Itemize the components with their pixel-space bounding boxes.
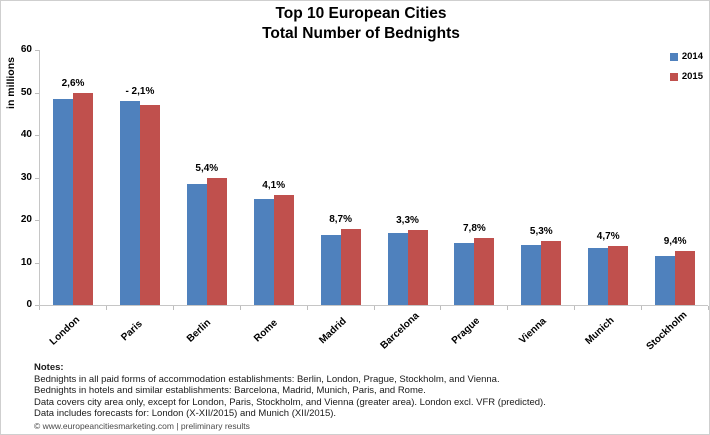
notes-line-3: Data covers city area only, except for L…	[34, 396, 546, 408]
y-axis-tick-label: 60	[20, 44, 32, 55]
x-axis-label-barcelona: Barcelona	[378, 310, 421, 352]
x-axis-label-madrid: Madrid	[316, 315, 349, 347]
chart-title-line1: Top 10 European Cities	[275, 5, 447, 22]
bar-2014-berlin	[186, 183, 207, 305]
x-axis-label-berlin: Berlin	[184, 317, 213, 345]
notes-heading: Notes:	[34, 362, 64, 373]
x-axis-tick	[373, 306, 375, 310]
x-axis-label-munich: Munich	[583, 315, 617, 347]
legend-item-2014: 2014	[669, 51, 703, 62]
x-axis-tick	[39, 306, 40, 310]
notes-line-4: Data includes forecasts for: London (X-X…	[34, 408, 337, 420]
chart-title: Top 10 European Cities Total Number of B…	[13, 4, 709, 43]
y-axis-tick-label: 0	[26, 299, 32, 310]
change-label-stockholm: 9,4%	[663, 236, 687, 248]
bar-2014-munich	[588, 248, 609, 305]
y-axis-tick-label: 20	[20, 214, 32, 225]
bar-2014-madrid	[320, 235, 341, 305]
bar-2015-berlin	[206, 177, 227, 305]
y-axis-tick	[35, 177, 39, 179]
bar-2015-rome	[273, 194, 294, 305]
x-axis-tick	[306, 306, 308, 310]
x-axis-label-prague: Prague	[450, 315, 483, 347]
x-axis-tick	[172, 306, 174, 310]
legend-swatch-2014-icon	[669, 52, 678, 61]
bar-2015-london	[73, 93, 93, 305]
notes-line-1: Bednights in all paid forms of accommoda…	[34, 373, 500, 385]
legend-label-2014: 2014	[681, 51, 703, 62]
bar-2014-prague	[454, 242, 475, 305]
x-axis-label-stockholm: Stockholm	[644, 309, 690, 353]
x-axis-tick	[574, 306, 576, 310]
x-axis-tick	[708, 306, 709, 310]
change-label-paris: - 2,1%	[125, 86, 155, 97]
y-axis-tick	[35, 92, 39, 94]
x-axis-tick	[239, 306, 241, 310]
bar-2015-paris	[139, 105, 160, 305]
x-axis-tick	[440, 306, 442, 310]
change-label-munich: 4,7%	[596, 230, 620, 242]
change-label-prague: 7,8%	[462, 222, 486, 234]
y-axis-tick	[35, 135, 39, 136]
x-axis-line	[39, 305, 708, 306]
y-axis-tick	[35, 262, 39, 264]
x-axis-label-vienna: Vienna	[517, 315, 549, 347]
chart-title-line2: Total Number of Bednights	[262, 24, 460, 42]
notes-line-2: Bednights in hotels and similar establis…	[34, 385, 426, 397]
bar-2015-barcelona	[407, 230, 428, 305]
change-label-vienna: 5,3%	[529, 226, 553, 238]
y-axis-tick-label: 30	[20, 171, 32, 183]
x-axis-label-paris: Paris	[119, 318, 145, 344]
y-axis-tick	[35, 305, 39, 306]
copyright-line: © www.europeancitiesmarketing.com | prel…	[34, 420, 250, 431]
legend-label-2015: 2015	[681, 71, 703, 82]
change-label-rome: 4,1%	[262, 179, 286, 191]
legend-item-2015: 2015	[669, 71, 703, 82]
y-axis-line	[39, 50, 40, 305]
y-axis-tick-label: 50	[20, 86, 32, 98]
bar-2015-prague	[474, 237, 495, 305]
bar-2014-london	[53, 98, 73, 305]
x-axis-tick	[641, 306, 643, 310]
bar-2014-stockholm	[655, 255, 676, 305]
x-axis-label-london: London	[47, 314, 83, 348]
bar-2015-madrid	[340, 229, 361, 305]
bar-2015-vienna	[541, 241, 562, 305]
change-label-barcelona: 3,3%	[396, 215, 419, 227]
x-axis-tick	[507, 306, 509, 310]
bar-2014-barcelona	[387, 232, 408, 305]
change-label-london: 2,6%	[61, 78, 85, 90]
bar-2014-vienna	[521, 244, 542, 305]
change-label-madrid: 8,7%	[329, 214, 352, 226]
legend-swatch-2015-icon	[669, 72, 678, 81]
bar-2014-paris	[119, 101, 140, 305]
bar-2015-stockholm	[675, 251, 696, 305]
notes: Notes: Bednights in all paid forms of ac…	[34, 362, 699, 433]
x-axis-label-rome: Rome	[251, 317, 280, 345]
x-axis-tick	[105, 306, 107, 310]
bar-2015-munich	[608, 245, 629, 305]
y-axis-tick-label: 10	[20, 256, 32, 268]
y-axis-tick	[35, 50, 39, 51]
y-axis-tick-label: 40	[20, 129, 32, 140]
y-axis-tick	[35, 220, 39, 221]
legend: 2014 2015	[669, 51, 703, 91]
bar-2014-rome	[253, 198, 274, 305]
change-label-berlin: 5,4%	[195, 162, 219, 174]
